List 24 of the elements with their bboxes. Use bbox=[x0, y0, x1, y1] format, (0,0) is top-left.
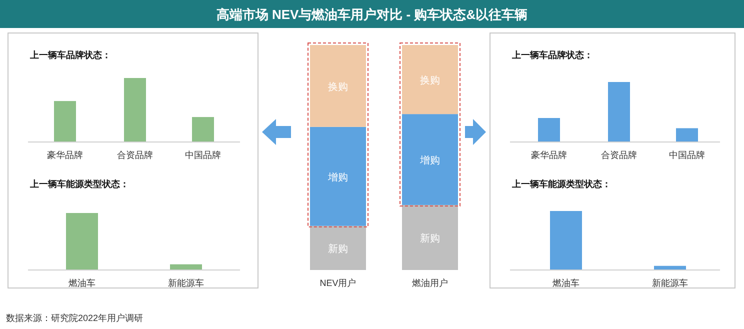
x-tick-label: 合资品牌 bbox=[601, 150, 637, 160]
text: 新购 bbox=[420, 233, 440, 244]
chart-title: 上一辆车品牌状态： bbox=[511, 50, 593, 60]
source-note: 数据来源：研究院2022年用户调研 bbox=[6, 313, 144, 323]
x-tick-label: NEV用户 bbox=[320, 278, 356, 288]
chart-title: 上一辆车品牌状态： bbox=[29, 50, 111, 60]
x-tick-label: 豪华品牌 bbox=[531, 150, 567, 160]
x-tick-label: 中国品牌 bbox=[669, 150, 705, 160]
chart-title: 高端市场 NEV与燃油车用户对比 - 购车状态&以往车辆 bbox=[216, 7, 528, 22]
x-tick-label: 燃油车 bbox=[552, 278, 580, 288]
series-label: 新购 bbox=[328, 242, 348, 255]
series-label: 增购 bbox=[327, 171, 348, 184]
x-tick-label: 新能源车 bbox=[652, 278, 688, 288]
x-tick-label: 豪华品牌 bbox=[47, 150, 83, 160]
x-tick-label: 中国品牌 bbox=[185, 150, 221, 160]
chart-title: 上一辆车能源类型状态： bbox=[511, 179, 611, 189]
x-tick-label: 燃油车 bbox=[68, 278, 96, 288]
chart-title: 上一辆车能源类型状态： bbox=[29, 179, 129, 189]
series-label: 换购 bbox=[328, 80, 348, 93]
x-tick-label: 燃油用户 bbox=[412, 278, 448, 288]
x-tick-label: 新能源车 bbox=[168, 278, 204, 288]
text: 换购 bbox=[420, 76, 440, 87]
x-tick-label: 合资品牌 bbox=[117, 150, 153, 160]
text: 增购 bbox=[420, 156, 440, 167]
